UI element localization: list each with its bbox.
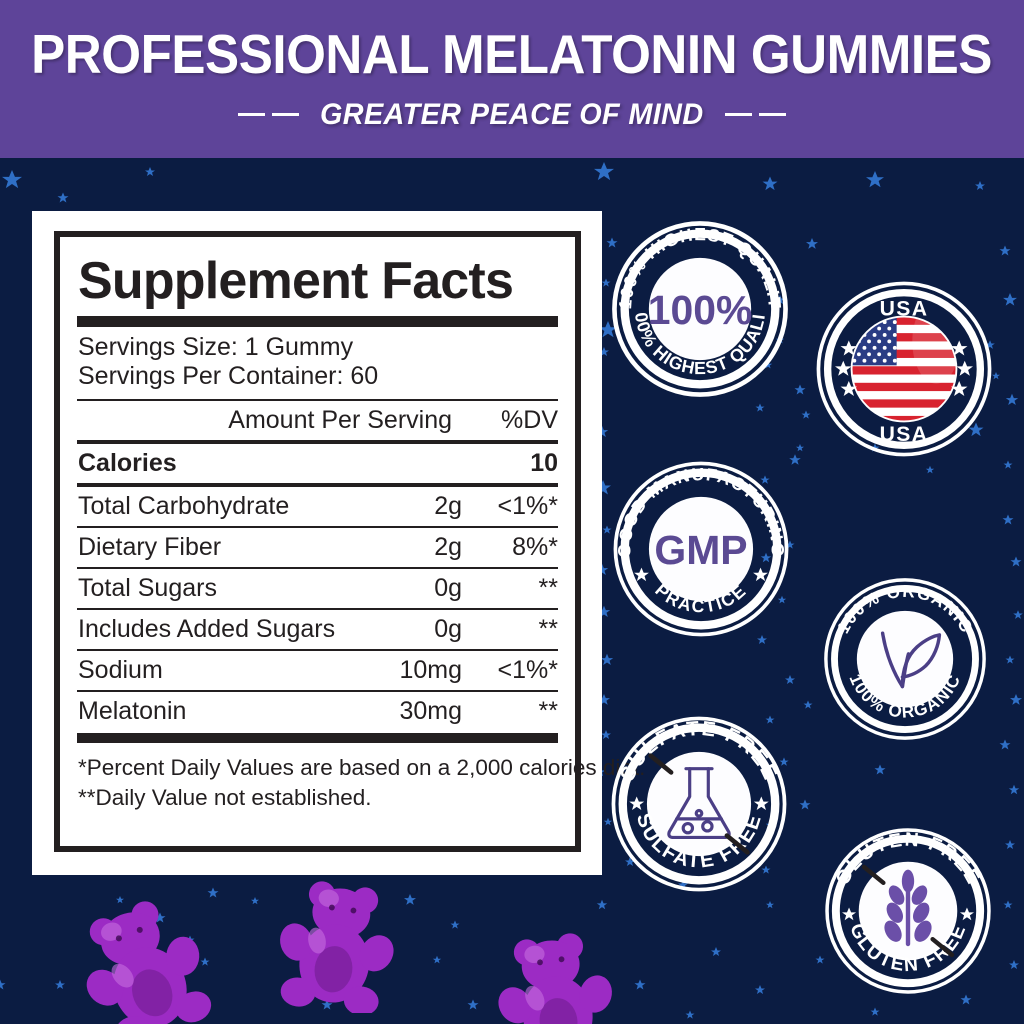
- tagline-dashes-left: [238, 113, 300, 117]
- divider-thin: [77, 398, 558, 401]
- row-dv: <1%*: [497, 655, 558, 684]
- tagline-row: GREATER PEACE OF MIND: [238, 98, 786, 132]
- header-amount-per-serving: Amount Per Serving: [228, 405, 452, 434]
- row-label: Total Sugars: [78, 573, 217, 602]
- table-row: Total Carbohydrate 2g <1%*: [77, 487, 558, 526]
- badge-gluten-free: GLUTEN FREE GLUTEN FREE: [825, 828, 991, 994]
- row-amount: 0g: [434, 614, 462, 643]
- table-row: Dietary Fiber 2g 8%*: [77, 528, 558, 567]
- gummy-bear-decor: [86, 901, 212, 1024]
- tagline-dashes-right: [724, 113, 786, 117]
- gmp-icon: GMP: [654, 527, 747, 573]
- table-column-headers: Amount Per Serving %DV: [77, 401, 558, 440]
- row-label: Melatonin: [78, 696, 187, 725]
- row-label: Dietary Fiber: [78, 532, 222, 561]
- servings-per-container: Servings Per Container: 60: [78, 362, 379, 391]
- row-label: Calories: [78, 448, 177, 477]
- divider-thin: [77, 689, 558, 692]
- footnote-daily-values: *Percent Daily Values are based on a 2,0…: [78, 754, 646, 780]
- row-amount: 0g: [434, 573, 462, 602]
- dash-icon: [272, 113, 300, 117]
- badge-top-arc-text: USA: [880, 298, 929, 321]
- slash-marks: [861, 864, 955, 958]
- badge-sulfate-free: SULFATE FREE SULFATE FREE: [611, 716, 787, 892]
- row-amount: 2g: [434, 532, 462, 561]
- badge-usa: USA USA: [816, 281, 992, 457]
- header-banner: PROFESSIONAL MELATONIN GUMMIES GREATER P…: [0, 0, 1024, 158]
- badge-highest-quality: 100% HIGHEST QUALIT 100% HIGHEST QUALIT …: [607, 216, 788, 397]
- wheat-icon: [884, 869, 932, 947]
- row-label: Includes Added Sugars: [78, 614, 336, 643]
- page-title: PROFESSIONAL MELATONIN GUMMIES: [31, 23, 993, 86]
- badge-gmp: GOOD MANUFACTURING PRACTICE GMP: [613, 461, 789, 637]
- supplement-facts-panel: Supplement Facts Servings Size: 1 Gummy …: [32, 211, 646, 875]
- percent-100-icon: 100%: [648, 287, 753, 333]
- dash-icon: [724, 113, 752, 117]
- header-percent-dv: %DV: [501, 405, 558, 434]
- slash-marks: [648, 753, 750, 855]
- dash-icon: [238, 113, 266, 117]
- divider-thin: [77, 607, 558, 610]
- divider-thick: [77, 316, 558, 328]
- divider-medium: [77, 482, 558, 487]
- row-label: Total Carbohydrate: [78, 491, 290, 520]
- row-dv: 8%*: [512, 532, 558, 561]
- badge-organic: 100% ORGANIC 100% ORGANIC: [824, 578, 986, 740]
- gummy-bear-decor: [498, 933, 612, 1024]
- table-row: Melatonin 30mg **: [77, 692, 558, 731]
- footnote-not-established: **Daily Value not established.: [78, 785, 372, 811]
- gummy-bear-decor: [280, 881, 394, 1013]
- row-dv: 10: [530, 448, 558, 477]
- table-row-calories: Calories 10: [77, 444, 558, 483]
- row-dv: <1%*: [497, 491, 558, 520]
- supplement-facts-title: Supplement Facts: [78, 252, 514, 310]
- row-dv: **: [538, 696, 558, 725]
- row-amount: 10mg: [399, 655, 462, 684]
- table-row: Includes Added Sugars 0g **: [77, 610, 558, 649]
- footnotes-block: *Percent Daily Values are based on a 2,0…: [77, 743, 646, 814]
- row-amount: 30mg: [399, 696, 462, 725]
- row-label: Sodium: [78, 655, 163, 684]
- divider-medium: [77, 439, 558, 444]
- row-dv: **: [538, 614, 558, 643]
- serving-size: Servings Size: 1 Gummy: [78, 333, 354, 362]
- divider-thin: [77, 648, 558, 651]
- divider-thin: [77, 566, 558, 569]
- dash-icon: [758, 113, 786, 117]
- table-row: Sodium 10mg <1%*: [77, 651, 558, 690]
- flask-icon: [667, 767, 731, 840]
- row-dv: **: [538, 573, 558, 602]
- badge-bottom-arc-text: USA: [880, 423, 929, 446]
- divider-thin: [77, 525, 558, 528]
- row-amount: 2g: [434, 491, 462, 520]
- table-row: Total Sugars 0g **: [77, 569, 558, 608]
- tagline-text: GREATER PEACE OF MIND: [320, 97, 704, 131]
- leaf-check-icon: [880, 631, 942, 689]
- divider-bottom: [77, 732, 558, 743]
- servings-block: Servings Size: 1 Gummy Servings Per Cont…: [77, 327, 558, 399]
- supplement-facts-border-box: Supplement Facts Servings Size: 1 Gummy …: [54, 231, 646, 852]
